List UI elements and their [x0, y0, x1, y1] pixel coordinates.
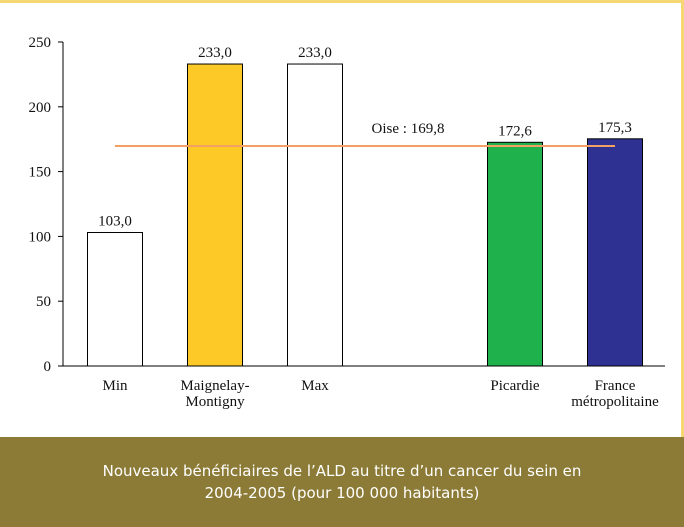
- x-tick-label: Picardie: [490, 378, 539, 394]
- bar: [87, 232, 143, 367]
- x-tick-label: Min: [102, 378, 128, 394]
- value-label: 103,0: [98, 214, 132, 230]
- bar: [287, 63, 343, 367]
- y-tick-label: 100: [29, 229, 52, 245]
- value-label: 233,0: [198, 45, 232, 61]
- bar: [187, 63, 243, 367]
- y-tick-label: 250: [29, 35, 52, 51]
- x-tick-label: Maignelay-Montigny: [180, 378, 249, 410]
- chart: 0 50 100 150 200 250 Min 103,0 Maignelay-Montign…: [0, 0, 684, 437]
- chart-title: Nouveaux bénéficiaires de l’ALD au titre…: [102, 462, 582, 502]
- reference-label: Oise : 169,8: [372, 121, 445, 137]
- frame: [0, 0, 684, 437]
- caption-band: Nouveaux bénéficiaires de l’ALD au titre…: [0, 437, 684, 527]
- y-tick-label: 50: [36, 294, 51, 310]
- bar: [587, 138, 643, 367]
- x-tick-label: France métropolitaine: [571, 378, 659, 410]
- y-tick-label: 150: [29, 165, 52, 181]
- bar: [487, 141, 543, 367]
- y-tick-label: 0: [44, 359, 52, 375]
- value-label: 233,0: [298, 45, 332, 61]
- value-label: 172,6: [498, 123, 532, 139]
- y-tick-label: 200: [29, 100, 52, 116]
- value-label: 175,3: [598, 120, 632, 136]
- x-tick-label: Max: [301, 378, 329, 394]
